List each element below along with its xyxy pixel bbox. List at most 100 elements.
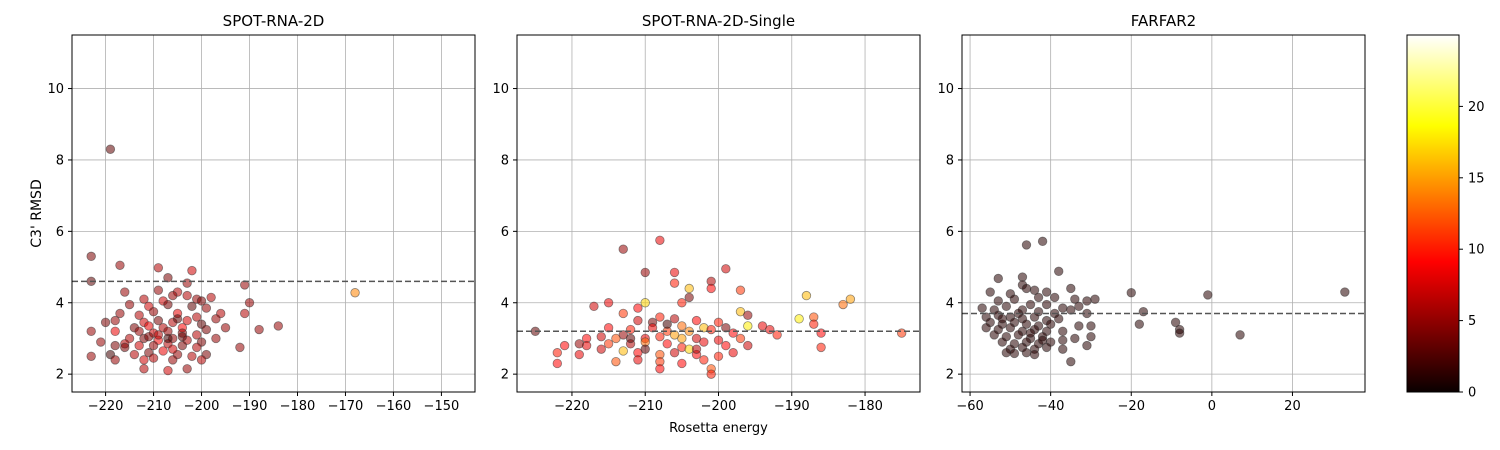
data-point xyxy=(148,306,159,317)
data-point xyxy=(177,331,188,342)
data-point xyxy=(201,324,212,335)
data-point xyxy=(669,267,680,278)
data-point xyxy=(1017,272,1028,282)
data-point xyxy=(1021,240,1032,250)
data-point xyxy=(633,315,643,326)
data-point xyxy=(115,308,125,319)
x-tick-label: 0 xyxy=(1208,399,1216,414)
data-point xyxy=(1013,330,1024,340)
plot-frame xyxy=(71,34,476,393)
data-point xyxy=(677,321,687,331)
data-point xyxy=(86,326,96,337)
data-point xyxy=(1066,356,1076,367)
data-point xyxy=(148,340,159,351)
data-point xyxy=(182,315,192,326)
data-point xyxy=(1001,348,1012,358)
data-point xyxy=(743,321,753,331)
data-point xyxy=(981,323,991,333)
data-point xyxy=(625,324,636,335)
data-point xyxy=(728,348,738,358)
plot-frame xyxy=(961,34,1366,393)
x-tick-label: −220 xyxy=(554,399,590,414)
x-tick-label: −220 xyxy=(88,399,124,414)
data-point xyxy=(1138,306,1149,317)
y-tick-label: 10 xyxy=(492,82,509,97)
data-point xyxy=(192,312,202,322)
data-point xyxy=(838,299,848,310)
data-point xyxy=(1086,331,1096,342)
data-point xyxy=(640,344,650,354)
data-point xyxy=(743,310,753,320)
colorbar-tick-label: 0 xyxy=(1468,386,1476,401)
data-point xyxy=(120,342,130,353)
data-point xyxy=(625,333,636,344)
data-point xyxy=(684,283,694,294)
data-point xyxy=(206,292,216,303)
data-point xyxy=(706,324,716,335)
data-point xyxy=(706,283,716,294)
data-point xyxy=(1066,283,1076,294)
data-point xyxy=(1070,333,1080,344)
data-point xyxy=(100,317,111,328)
y-tick-label: 10 xyxy=(47,82,64,97)
data-point xyxy=(1054,266,1064,277)
data-point xyxy=(86,351,96,362)
data-point xyxy=(1126,288,1136,298)
panel-title: SPOT-RNA-2D xyxy=(223,12,325,30)
x-tick-label: −180 xyxy=(847,399,883,414)
data-point xyxy=(187,265,197,276)
x-tick-label: −150 xyxy=(424,399,460,414)
x-tick-label: −200 xyxy=(184,399,220,414)
data-point xyxy=(713,317,724,328)
data-point xyxy=(677,358,687,369)
data-point xyxy=(168,290,178,301)
data-point xyxy=(989,330,999,340)
data-point xyxy=(801,290,812,301)
data-point xyxy=(603,298,614,308)
data-point xyxy=(1054,314,1064,324)
data-point xyxy=(772,330,782,340)
data-point xyxy=(633,303,643,313)
data-point xyxy=(728,328,738,338)
data-point xyxy=(124,299,135,310)
data-point xyxy=(1074,301,1084,312)
data-point xyxy=(1049,292,1060,303)
data-point xyxy=(201,303,212,313)
data-point xyxy=(86,251,96,262)
data-point xyxy=(1001,301,1012,312)
data-point xyxy=(110,355,120,365)
data-point xyxy=(96,337,106,347)
data-point xyxy=(596,344,606,354)
data-point xyxy=(809,319,819,329)
data-point xyxy=(134,340,144,351)
data-point xyxy=(1021,283,1032,294)
y-tick-label: 4 xyxy=(501,296,509,311)
data-point xyxy=(845,294,856,304)
data-point xyxy=(148,353,159,363)
panel-spot-rna-2d: −220 −210 −200 −190 −180 −170 −160 −150 2 4 6 8 10 S… xyxy=(29,12,476,414)
panel-farfar2: −60 −40 −20 0 20 2 4 6 8 10 FARFAR2 xyxy=(937,12,1366,414)
x-tick-label: −20 xyxy=(1118,399,1145,414)
data-point xyxy=(163,365,173,376)
data-point xyxy=(139,364,149,374)
data-point xyxy=(559,340,570,351)
x-axis-label: Rosetta energy xyxy=(669,421,768,436)
data-point xyxy=(1037,236,1048,247)
data-point xyxy=(153,330,164,340)
data-point xyxy=(350,288,360,298)
x-tick-label: −190 xyxy=(774,399,810,414)
data-point xyxy=(1025,299,1036,310)
data-point xyxy=(105,144,116,154)
x-tick-label: −40 xyxy=(1037,399,1064,414)
data-point xyxy=(713,351,724,362)
data-point xyxy=(240,308,250,319)
colorbar-gradient xyxy=(1407,35,1459,392)
data-point xyxy=(168,355,178,365)
data-point xyxy=(1021,319,1032,329)
data-point xyxy=(192,342,202,353)
data-point xyxy=(1045,319,1056,329)
data-point xyxy=(655,312,665,322)
y-tick-label: 10 xyxy=(937,82,954,97)
data-point xyxy=(669,278,680,288)
data-point xyxy=(684,292,694,303)
